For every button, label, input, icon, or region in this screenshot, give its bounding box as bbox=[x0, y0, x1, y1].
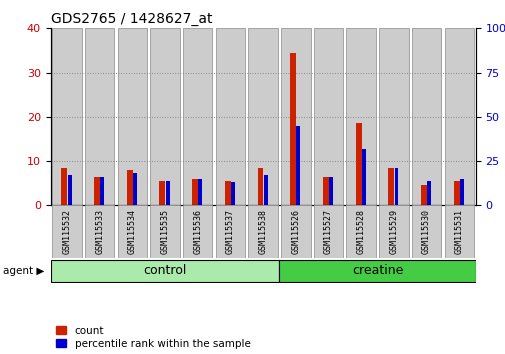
Bar bbox=[133, 173, 137, 205]
FancyBboxPatch shape bbox=[150, 205, 179, 258]
Bar bbox=[313, 28, 342, 205]
Text: GSM115527: GSM115527 bbox=[323, 209, 332, 255]
FancyBboxPatch shape bbox=[183, 205, 212, 258]
Bar bbox=[117, 28, 147, 205]
FancyBboxPatch shape bbox=[52, 205, 81, 258]
Bar bbox=[361, 149, 365, 205]
Text: GSM115533: GSM115533 bbox=[95, 209, 104, 255]
Legend: count, percentile rank within the sample: count, percentile rank within the sample bbox=[56, 326, 250, 349]
Text: GSM115530: GSM115530 bbox=[421, 209, 430, 255]
Bar bbox=[127, 170, 132, 205]
Bar bbox=[426, 181, 430, 205]
Text: GSM115528: GSM115528 bbox=[356, 209, 365, 255]
Bar bbox=[378, 28, 408, 205]
FancyBboxPatch shape bbox=[50, 260, 279, 282]
Bar bbox=[68, 175, 71, 205]
Bar bbox=[387, 168, 393, 205]
Text: GSM115538: GSM115538 bbox=[258, 209, 267, 255]
Text: control: control bbox=[143, 264, 186, 277]
Bar bbox=[263, 175, 267, 205]
Bar bbox=[290, 53, 295, 205]
Bar bbox=[459, 179, 463, 205]
Bar bbox=[94, 177, 100, 205]
FancyBboxPatch shape bbox=[215, 205, 244, 258]
Bar bbox=[224, 181, 230, 205]
FancyBboxPatch shape bbox=[444, 205, 473, 258]
Bar bbox=[165, 181, 169, 205]
Text: creatine: creatine bbox=[351, 264, 402, 277]
Bar bbox=[257, 168, 263, 205]
Bar bbox=[355, 124, 361, 205]
Bar bbox=[150, 28, 179, 205]
FancyBboxPatch shape bbox=[378, 205, 408, 258]
Bar bbox=[322, 177, 328, 205]
Bar bbox=[52, 28, 81, 205]
FancyBboxPatch shape bbox=[281, 205, 310, 258]
Bar bbox=[231, 182, 234, 205]
Bar bbox=[394, 168, 398, 205]
Bar bbox=[192, 179, 197, 205]
Text: GSM115534: GSM115534 bbox=[128, 209, 136, 255]
Bar bbox=[159, 181, 165, 205]
Bar bbox=[444, 28, 473, 205]
Text: GSM115531: GSM115531 bbox=[454, 209, 463, 255]
Bar bbox=[183, 28, 212, 205]
FancyBboxPatch shape bbox=[279, 260, 475, 282]
Bar bbox=[85, 28, 114, 205]
Bar bbox=[346, 28, 375, 205]
Text: GSM115535: GSM115535 bbox=[160, 209, 169, 255]
Bar bbox=[215, 28, 244, 205]
FancyBboxPatch shape bbox=[248, 205, 277, 258]
Bar bbox=[329, 177, 332, 205]
Bar bbox=[198, 179, 202, 205]
Bar bbox=[248, 28, 277, 205]
FancyBboxPatch shape bbox=[411, 205, 440, 258]
FancyBboxPatch shape bbox=[117, 205, 147, 258]
Bar bbox=[61, 168, 67, 205]
Text: GSM115529: GSM115529 bbox=[389, 209, 397, 255]
Bar bbox=[281, 28, 310, 205]
Text: GSM115536: GSM115536 bbox=[193, 209, 202, 255]
FancyBboxPatch shape bbox=[346, 205, 375, 258]
Text: GSM115537: GSM115537 bbox=[225, 209, 234, 255]
Bar bbox=[453, 181, 459, 205]
Text: GSM115526: GSM115526 bbox=[291, 209, 300, 255]
Bar bbox=[100, 177, 104, 205]
Text: agent ▶: agent ▶ bbox=[3, 266, 44, 276]
Text: GDS2765 / 1428627_at: GDS2765 / 1428627_at bbox=[50, 12, 212, 26]
FancyBboxPatch shape bbox=[85, 205, 114, 258]
FancyBboxPatch shape bbox=[313, 205, 342, 258]
Bar bbox=[420, 185, 426, 205]
Bar bbox=[296, 126, 300, 205]
Bar bbox=[411, 28, 440, 205]
Text: GSM115532: GSM115532 bbox=[62, 209, 71, 255]
